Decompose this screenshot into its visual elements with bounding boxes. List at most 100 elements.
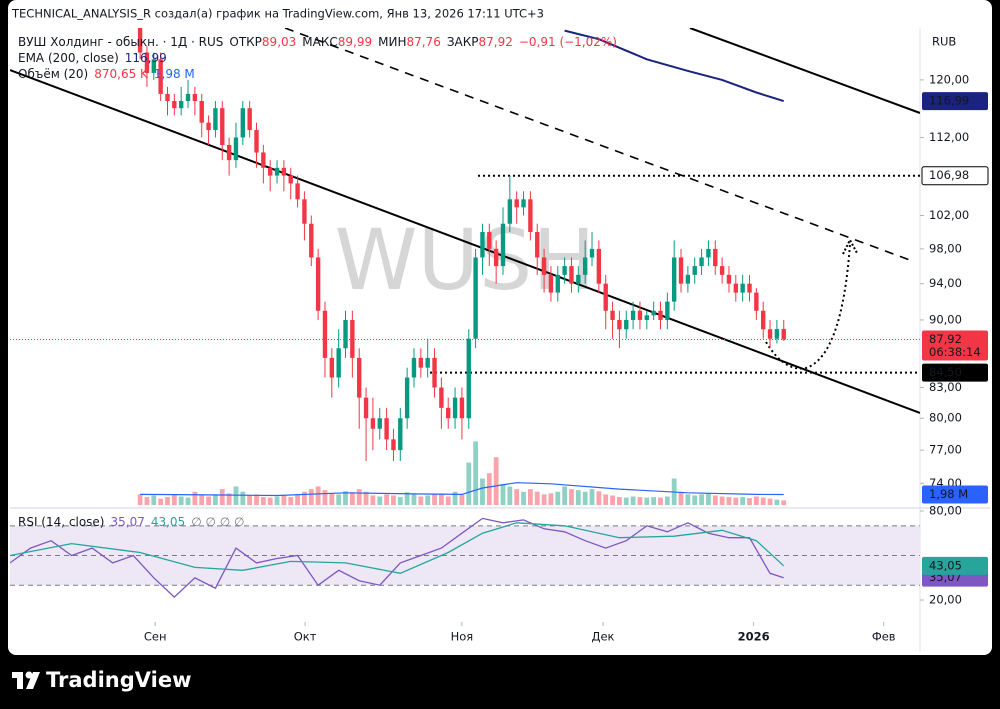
candle-body — [747, 283, 752, 293]
volume-bar — [260, 497, 266, 505]
candle-body — [562, 266, 567, 275]
candle-body — [576, 274, 581, 284]
candle-body — [302, 199, 307, 224]
candle-body — [754, 292, 759, 311]
x-tick-label: Авг — [0, 630, 9, 644]
volume-bar — [747, 498, 752, 505]
volume-bar — [240, 491, 246, 505]
candle-body — [480, 232, 485, 258]
candle-body — [719, 266, 725, 275]
ohlc-value: 87,92 — [479, 35, 513, 49]
volume-bar — [548, 493, 554, 505]
candle-body — [206, 122, 211, 131]
candle-body — [261, 152, 266, 168]
currency-label: RUB — [932, 35, 956, 49]
rsi-tick-label: 80,00 — [929, 503, 962, 517]
candle-body — [658, 310, 663, 320]
volume-bar — [527, 489, 533, 505]
x-tick-label: Дек — [591, 630, 614, 644]
candle-body — [781, 328, 786, 340]
candle-body — [582, 257, 588, 275]
volume-bar — [411, 494, 417, 505]
candle-body — [178, 101, 184, 109]
rsi-tick-label: 20,00 — [929, 593, 962, 607]
y-tick-label: 80,00 — [929, 411, 962, 425]
volume-bar — [644, 497, 650, 505]
volume-bar — [302, 491, 307, 505]
volume-bar — [336, 494, 342, 505]
candle-body — [493, 248, 499, 267]
candle-body — [630, 310, 636, 320]
volume-bar — [329, 493, 335, 505]
candle-body — [555, 274, 560, 293]
candle-body — [473, 257, 478, 339]
candle-body — [671, 257, 677, 302]
x-tick-label: Сен — [144, 630, 167, 644]
volume-bar — [445, 496, 451, 505]
volume-bar — [733, 497, 739, 505]
footer-logo: TradingView — [12, 668, 191, 692]
volume-bar — [247, 495, 253, 505]
volume-bar — [562, 486, 568, 505]
legend: ВУШ Холдинг - обыкн. · 1Д · RUS ОТКР89,03… — [18, 35, 617, 529]
volume-bar — [466, 462, 472, 505]
dashed-trend-line — [284, 28, 916, 263]
candle-body — [158, 59, 163, 94]
candle-body — [226, 144, 232, 161]
candle-body — [329, 357, 335, 378]
volume-bar — [315, 486, 321, 505]
candle-body — [165, 93, 170, 102]
candle-body — [254, 130, 259, 153]
volume-bar — [603, 494, 609, 505]
candle-body — [439, 387, 444, 408]
rsi-line — [10, 517, 784, 598]
volume-bar — [678, 491, 684, 505]
candle-body — [432, 357, 437, 388]
ema-name: EMA (200, close) — [18, 51, 119, 65]
candle-body — [391, 439, 396, 451]
candle-body — [220, 108, 225, 145]
candle-body — [274, 167, 280, 176]
volume-bar — [274, 496, 280, 505]
last-price-badge: 87,92 — [929, 332, 962, 346]
volume-bar — [685, 494, 691, 505]
volume-value: 870,65 K — [94, 67, 149, 81]
volume-bar — [459, 494, 465, 505]
volume-bar — [452, 491, 458, 505]
volume-bar — [384, 494, 389, 505]
volume-bar — [774, 499, 780, 505]
candle-body — [596, 248, 602, 284]
rsi-extra: ∅ ∅ ∅ ∅ — [191, 515, 244, 529]
y-tick-label: 90,00 — [929, 312, 962, 326]
candle-body — [384, 418, 389, 440]
ema-value: 116,99 — [125, 51, 167, 65]
volume-bar — [425, 495, 431, 505]
volume-bar — [178, 496, 184, 505]
volume-bar — [589, 489, 595, 505]
candle-body — [514, 199, 519, 208]
candle-body — [404, 377, 410, 419]
trend-line — [10, 69, 920, 414]
candle-body — [172, 101, 177, 109]
candle-body — [295, 183, 300, 200]
volume-bar — [767, 498, 773, 505]
volume-bar — [617, 497, 622, 505]
volume-bar — [206, 496, 211, 505]
volume-bar — [575, 490, 581, 505]
volume-bar — [391, 495, 396, 505]
volume-bar — [514, 489, 520, 505]
footer-brand: TradingView — [46, 668, 191, 692]
volume-bar — [753, 496, 759, 505]
volume-bar — [706, 493, 711, 505]
volume-bar — [295, 494, 300, 505]
volume-bar — [370, 495, 376, 505]
volume-bar — [158, 498, 164, 505]
candle-body — [528, 199, 533, 233]
volume-bar — [507, 486, 513, 505]
candle-body — [726, 274, 732, 284]
volume-bar — [397, 497, 403, 505]
volume-badge-bg — [922, 485, 988, 504]
candle-body — [247, 108, 252, 131]
change: −0,91 (−1,02%) — [519, 35, 617, 49]
candle-body — [370, 418, 376, 429]
